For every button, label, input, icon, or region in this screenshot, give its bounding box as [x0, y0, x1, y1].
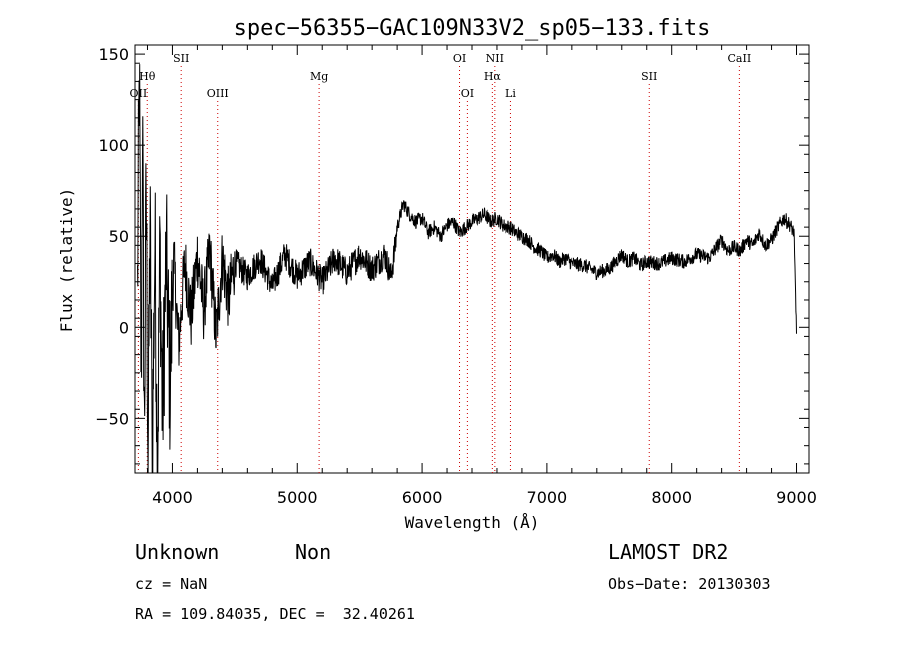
line-marker-label: NII [486, 52, 504, 65]
x-tick-label: 9000 [776, 488, 817, 507]
line-marker-label: Hα [484, 70, 502, 83]
y-tick-label: 50 [109, 227, 129, 246]
y-tick-label: −50 [95, 409, 129, 428]
line-marker-label: Hθ [139, 70, 156, 83]
line-marker-label: OI [461, 87, 474, 100]
survey-name: LAMOST DR2 [608, 540, 729, 564]
y-tick-label: 150 [98, 45, 129, 64]
axis-ticks: 4000 5000 6000 7000 8000 9000 −50 0 50 100 150 [95, 45, 817, 507]
line-marker-label: OI [453, 52, 466, 65]
flux-series-line [137, 64, 797, 474]
ra-dec-coordinates: RA = 109.84035, DEC = 32.40261 [135, 605, 415, 623]
line-marker-label: Li [505, 87, 516, 100]
y-tick-label: 0 [119, 318, 129, 337]
line-marker-label: Mg [310, 70, 328, 83]
y-axis-label: Flux (relative) [57, 188, 76, 333]
x-tick-label: 6000 [402, 488, 443, 507]
x-tick-label: 7000 [527, 488, 568, 507]
redshift-cz: cz = NaN [135, 575, 208, 593]
x-tick-label: 4000 [152, 488, 193, 507]
observation-date: Obs−Date: 20130303 [608, 575, 771, 593]
x-axis-label: Wavelength (Å) [405, 513, 540, 532]
x-tick-label: 8000 [651, 488, 692, 507]
line-marker-label: OII [130, 87, 148, 100]
y-tick-label: 100 [98, 136, 129, 155]
line-marker-label: OIII [207, 87, 229, 100]
spectral-class: Unknown [135, 540, 220, 564]
line-marker-label: SII [173, 52, 189, 65]
line-marker-label: SII [641, 70, 657, 83]
spectral-subclass: Non [295, 540, 332, 564]
x-tick-label: 5000 [277, 488, 318, 507]
line-marker-label: CaII [728, 52, 752, 65]
chart-title: spec−56355−GAC109N33V2_sp05−133.fits [234, 16, 711, 41]
